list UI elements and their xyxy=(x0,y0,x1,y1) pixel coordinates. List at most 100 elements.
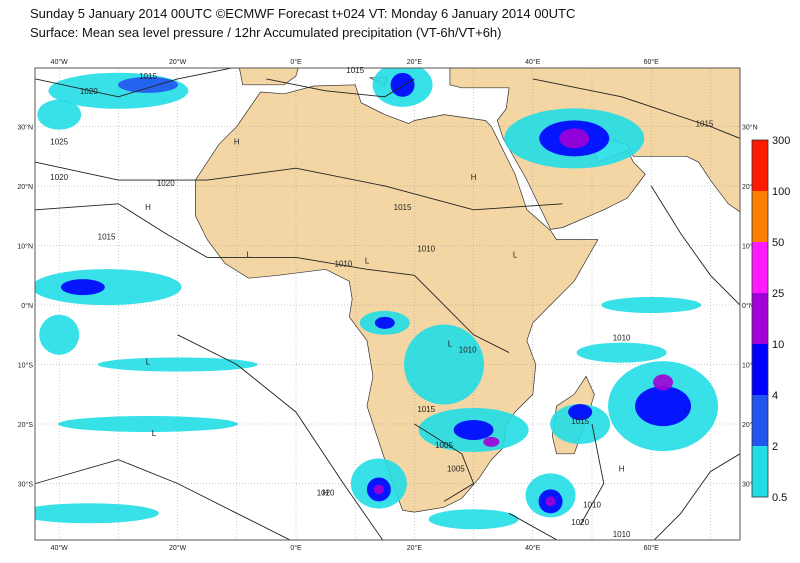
isobar-label: 1015 xyxy=(98,233,116,242)
legend-swatch xyxy=(752,293,768,344)
isobar xyxy=(650,185,740,306)
pressure-center: L xyxy=(684,405,689,414)
title-line1: Sunday 5 January 2014 00UTC ©ECMWF Forec… xyxy=(30,6,575,21)
latitude-label: 30°S xyxy=(18,481,34,489)
latitude-label: 30°N xyxy=(17,124,33,132)
isobar-label: 1005 xyxy=(435,441,453,450)
longitude-label: 0°E xyxy=(290,58,302,66)
map-frame xyxy=(34,67,741,541)
longitude-label: 20°W xyxy=(169,544,187,552)
isobar-label: 1020 xyxy=(80,87,98,96)
longitude-label: 20°E xyxy=(407,58,423,66)
legend-label: 2 xyxy=(772,441,778,453)
precip-area xyxy=(483,436,500,447)
longitude-label: 0°E xyxy=(290,544,302,552)
latitude-label: 20°S xyxy=(18,421,34,429)
longitude-label: 20°W xyxy=(169,58,187,66)
longitude-label: 40°W xyxy=(51,544,69,552)
isobar xyxy=(35,459,292,540)
longitude-label: 60°E xyxy=(644,58,660,66)
isobar-label: 1010 xyxy=(583,500,601,509)
latitude-label: 10°N xyxy=(17,243,33,251)
map-labels: 1020 1015 1015 1020 1025 1020 1015 1010 1015 1010… xyxy=(17,58,757,552)
isobar xyxy=(508,512,558,540)
pressure-center: L xyxy=(246,250,251,259)
legend-label: 300 xyxy=(772,135,790,147)
longitude-label: 40°E xyxy=(525,58,541,66)
precip-legend: 300 100 50 25 10 4 2 0.5 xyxy=(751,135,790,504)
precip-area xyxy=(390,72,415,97)
latitude-label: 30°S xyxy=(742,481,758,489)
precip-area xyxy=(404,324,484,405)
pressure-center: H xyxy=(234,137,240,146)
precip-area xyxy=(373,484,384,495)
pressure-center: L xyxy=(152,429,157,438)
latitude-label: 0°N xyxy=(21,302,33,310)
isobar-label: 1010 xyxy=(459,346,477,355)
legend-swatch xyxy=(752,395,768,446)
isobar-label: 1020 xyxy=(317,488,335,497)
precip-area xyxy=(545,496,556,507)
longitude-label: 40°W xyxy=(51,58,69,66)
isobar xyxy=(35,161,563,211)
pressure-center: L xyxy=(365,256,370,265)
isobar-label: 1010 xyxy=(417,244,435,253)
legend-swatch xyxy=(752,140,768,191)
isobar-label: 1010 xyxy=(613,334,631,343)
latitude-label: 0°N xyxy=(742,302,754,310)
longitude-label: 60°E xyxy=(644,544,660,552)
legend-swatch xyxy=(752,446,768,497)
precip-area xyxy=(39,314,80,355)
latitude-label: 30°N xyxy=(742,124,758,132)
isobar-label: 1015 xyxy=(417,405,435,414)
legend-swatch xyxy=(752,191,768,242)
isobar-label: 1015 xyxy=(696,120,714,129)
latitude-label: 10°S xyxy=(742,362,758,370)
title-line2: Surface: Mean sea level pressure / 12hr … xyxy=(30,25,502,40)
legend-frame xyxy=(751,139,769,498)
longitude-label: 20°E xyxy=(407,544,423,552)
isobar xyxy=(532,78,740,139)
precip-area xyxy=(576,342,667,363)
land xyxy=(239,68,299,86)
precip-area xyxy=(118,76,178,93)
isobar-label: 1015 xyxy=(571,417,589,426)
isobar-label: 1010 xyxy=(334,259,352,268)
pressure-center: H xyxy=(471,173,477,182)
precip-area xyxy=(601,297,702,313)
legend-swatch xyxy=(752,242,768,293)
precip-area xyxy=(428,509,519,530)
latitude-label: 20°N xyxy=(17,183,33,191)
precip-area xyxy=(568,404,593,421)
pressure-center: H xyxy=(145,203,151,212)
pressure-center: L xyxy=(448,340,453,349)
isobar xyxy=(177,334,384,540)
pressure-center: H xyxy=(323,488,329,497)
map-area xyxy=(35,68,740,540)
latitude-label: 10°S xyxy=(18,362,34,370)
precip-area xyxy=(97,357,258,372)
isobar-label: 1015 xyxy=(346,66,364,75)
isobar-label: 1010 xyxy=(613,530,631,539)
precip-area xyxy=(559,128,590,149)
isobar-label: 1020 xyxy=(157,179,175,188)
isobar xyxy=(653,453,740,540)
isobar xyxy=(414,423,475,502)
latitude-label: 20°N xyxy=(742,183,758,191)
isobar-label: 1015 xyxy=(394,203,412,212)
pressure-center: H xyxy=(619,465,625,474)
legend-label: 100 xyxy=(772,186,790,198)
latitude-label: 20°S xyxy=(742,421,758,429)
isobar xyxy=(579,423,605,526)
precip-area xyxy=(35,269,182,306)
isobar-label: 1020 xyxy=(571,518,589,527)
legend-label: 25 xyxy=(772,288,784,300)
isobar-label: 1025 xyxy=(50,137,68,146)
precip-area xyxy=(550,404,611,444)
precip-area xyxy=(635,386,692,427)
precip-area xyxy=(453,419,494,440)
precip-area xyxy=(60,279,105,296)
isobar xyxy=(35,68,235,98)
isobar-label: 1015 xyxy=(139,72,157,81)
